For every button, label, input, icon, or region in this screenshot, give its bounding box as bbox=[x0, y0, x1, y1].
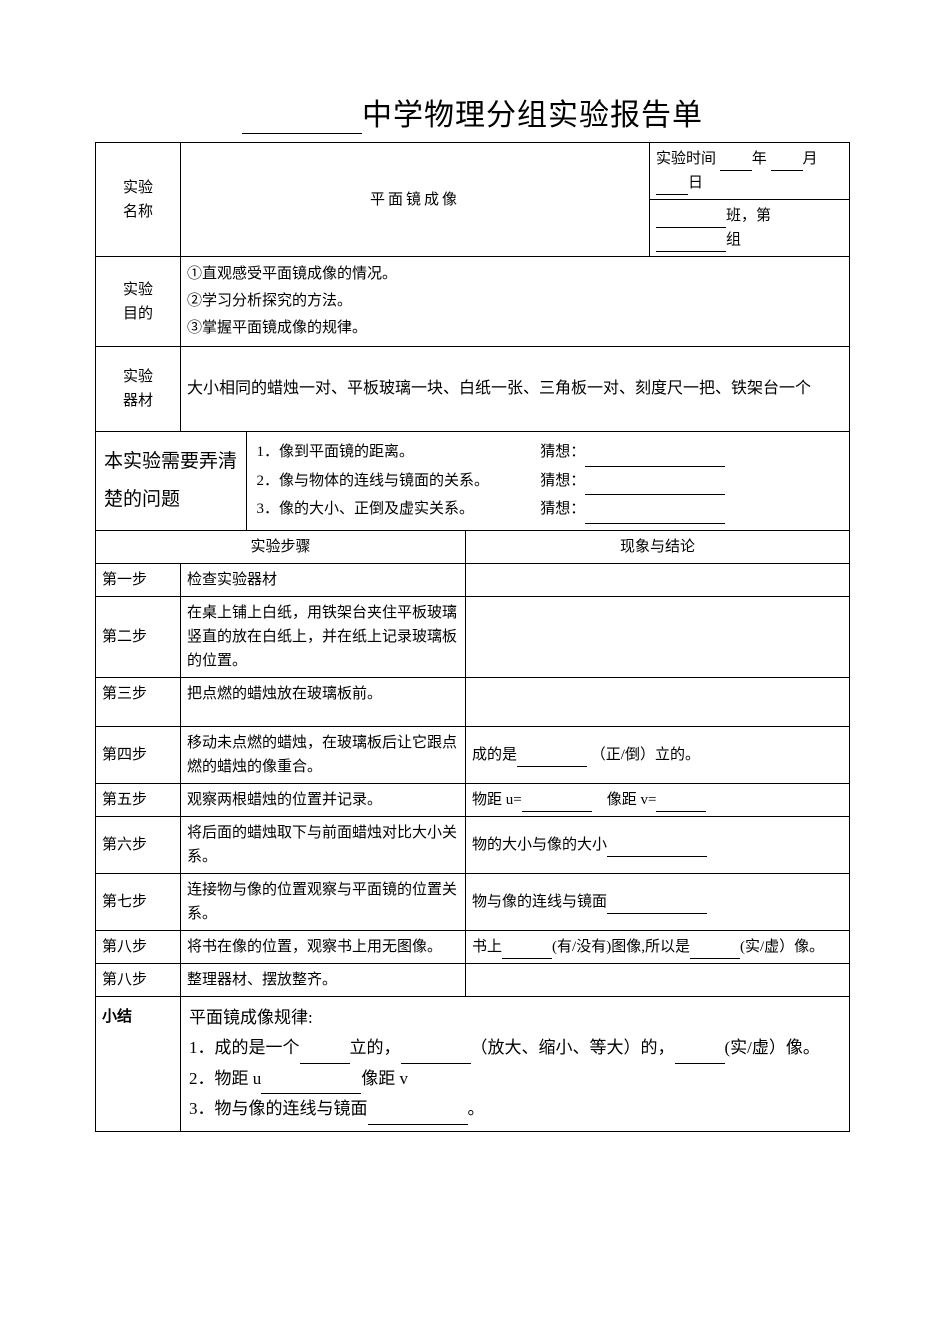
step-1-result[interactable] bbox=[466, 563, 850, 596]
step-3-result[interactable] bbox=[466, 677, 850, 726]
s2-blank[interactable] bbox=[261, 1074, 361, 1094]
guess-blank-1[interactable] bbox=[585, 449, 725, 467]
summary-label: 小结 bbox=[96, 996, 181, 1131]
problems-label: 本实验需要弄清楚的问题 bbox=[96, 432, 246, 530]
s1-blank-1[interactable] bbox=[300, 1043, 350, 1063]
day-blank[interactable] bbox=[656, 177, 688, 195]
r8-blank-2[interactable] bbox=[690, 941, 740, 959]
guess-label-1: 猜想： bbox=[540, 444, 585, 460]
step-7-label: 第七步 bbox=[96, 873, 181, 930]
step-2-label: 第二步 bbox=[96, 596, 181, 677]
r8-blank-1[interactable] bbox=[502, 941, 552, 959]
step-1-label: 第一步 bbox=[96, 563, 181, 596]
exp-name: 平面镜成像 bbox=[181, 143, 650, 257]
purpose-cell: ①直观感受平面镜成像的情况。 ②学习分析探究的方法。 ③掌握平面镜成像的规律。 bbox=[181, 257, 850, 347]
step-4-result: 成的是 （正/倒）立的。 bbox=[466, 726, 850, 783]
summary-line-2: 2．物距 u像距 v bbox=[189, 1064, 841, 1095]
step-4-desc: 移动未点燃的蜡烛，在玻璃板后让它跟点燃的蜡烛的像重合。 bbox=[181, 726, 466, 783]
problems-block: 本实验需要弄清楚的问题 1．像到平面镜的距离。 猜想： 2．像与物体的连线与镜面… bbox=[96, 432, 849, 530]
summary-cell: 平面镜成像规律: 1．成的是一个立的，（放大、缩小、等大）的，(实/虚）像。 2… bbox=[181, 996, 850, 1131]
class-blank[interactable] bbox=[656, 210, 726, 228]
step-2-desc: 在桌上铺上白纸，用铁架台夹住平板玻璃竖直的放在白纸上，并在纸上记录玻璃板的位置。 bbox=[181, 596, 466, 677]
r6-blank[interactable] bbox=[607, 839, 707, 857]
step-8-desc: 将书在像的位置，观察书上用无图像。 bbox=[181, 930, 466, 963]
purpose-line-3: ③掌握平面镜成像的规律。 bbox=[187, 315, 843, 342]
r5-v-blank[interactable] bbox=[656, 794, 706, 812]
equipment-label: 实验 器材 bbox=[96, 347, 181, 432]
step-6-label: 第六步 bbox=[96, 816, 181, 873]
problems-list: 1．像到平面镜的距离。 猜想： 2．像与物体的连线与镜面的关系。 猜想： 3．像… bbox=[246, 432, 849, 530]
step-9-desc: 整理器材、摆放整齐。 bbox=[181, 963, 466, 996]
exp-name-label: 实验 名称 bbox=[96, 143, 181, 257]
step-4-label: 第四步 bbox=[96, 726, 181, 783]
step-6-desc: 将后面的蜡烛取下与前面蜡烛对比大小关系。 bbox=[181, 816, 466, 873]
year-blank[interactable] bbox=[720, 153, 752, 171]
purpose-line-1: ①直观感受平面镜成像的情况。 bbox=[187, 261, 843, 288]
school-blank[interactable] bbox=[242, 133, 362, 134]
problem-1: 1．像到平面镜的距离。 bbox=[257, 438, 537, 467]
problem-2: 2．像与物体的连线与镜面的关系。 bbox=[257, 467, 537, 496]
month-blank[interactable] bbox=[771, 153, 803, 171]
step-1-desc: 检查实验器材 bbox=[181, 563, 466, 596]
summary-title: 平面镜成像规律: bbox=[189, 1003, 841, 1034]
step-6-result: 物的大小与像的大小 bbox=[466, 816, 850, 873]
s1-blank-2[interactable] bbox=[401, 1043, 471, 1063]
step-7-result: 物与像的连线与镜面 bbox=[466, 873, 850, 930]
step-8-label: 第八步 bbox=[96, 930, 181, 963]
guess-blank-2[interactable] bbox=[585, 477, 725, 495]
r5-u-blank[interactable] bbox=[522, 794, 592, 812]
time-cell: 实验时间 年 月 日 bbox=[650, 143, 850, 200]
page-title: 中学物理分组实验报告单 bbox=[95, 90, 850, 134]
step-2-result[interactable] bbox=[466, 596, 850, 677]
step-5-label: 第五步 bbox=[96, 783, 181, 816]
summary-line-1: 1．成的是一个立的，（放大、缩小、等大）的，(实/虚）像。 bbox=[189, 1033, 841, 1064]
equipment-cell: 大小相同的蜡烛一对、平板玻璃一块、白纸一张、三角板一对、刻度尺一把、铁架台一个 bbox=[181, 347, 850, 432]
step-9-result[interactable] bbox=[466, 963, 850, 996]
step-3-label: 第三步 bbox=[96, 677, 181, 726]
step-5-result: 物距 u= 像距 v= bbox=[466, 783, 850, 816]
summary-line-3: 3．物与像的连线与镜面。 bbox=[189, 1094, 841, 1125]
title-text: 中学物理分组实验报告单 bbox=[362, 99, 703, 132]
step-5-desc: 观察两根蜡烛的位置并记录。 bbox=[181, 783, 466, 816]
step-9-label: 第八步 bbox=[96, 963, 181, 996]
s1-blank-3[interactable] bbox=[675, 1043, 725, 1063]
time-label: 实验时间 bbox=[656, 151, 716, 167]
step-3-desc: 把点燃的蜡烛放在玻璃板前。 bbox=[181, 677, 466, 726]
guess-label-3: 猜想： bbox=[540, 501, 585, 517]
purpose-line-2: ②学习分析探究的方法。 bbox=[187, 288, 843, 315]
r4-blank[interactable] bbox=[517, 749, 587, 767]
problem-3: 3．像的大小、正倒及虚实关系。 bbox=[257, 495, 537, 524]
steps-table: 实验步骤 现象与结论 第一步 检查实验器材 第二步 在桌上铺上白纸，用铁架台夹住… bbox=[95, 531, 850, 1132]
purpose-label: 实验 目的 bbox=[96, 257, 181, 347]
guess-label-2: 猜想： bbox=[540, 473, 585, 489]
steps-header: 实验步骤 bbox=[96, 531, 466, 564]
step-8-result: 书上(有/没有)图像,所以是(实/虚）像。 bbox=[466, 930, 850, 963]
step-7-desc: 连接物与像的位置观察与平面镜的位置关系。 bbox=[181, 873, 466, 930]
report-table: 实验 名称 平面镜成像 实验时间 年 月 日 班，第 组 实验 目的 ①直观感受… bbox=[95, 142, 850, 531]
r7-blank[interactable] bbox=[607, 896, 707, 914]
result-header: 现象与结论 bbox=[466, 531, 850, 564]
guess-blank-3[interactable] bbox=[585, 506, 725, 524]
s3-blank[interactable] bbox=[368, 1104, 468, 1124]
group-blank[interactable] bbox=[656, 234, 726, 252]
class-cell: 班，第 组 bbox=[650, 200, 850, 257]
